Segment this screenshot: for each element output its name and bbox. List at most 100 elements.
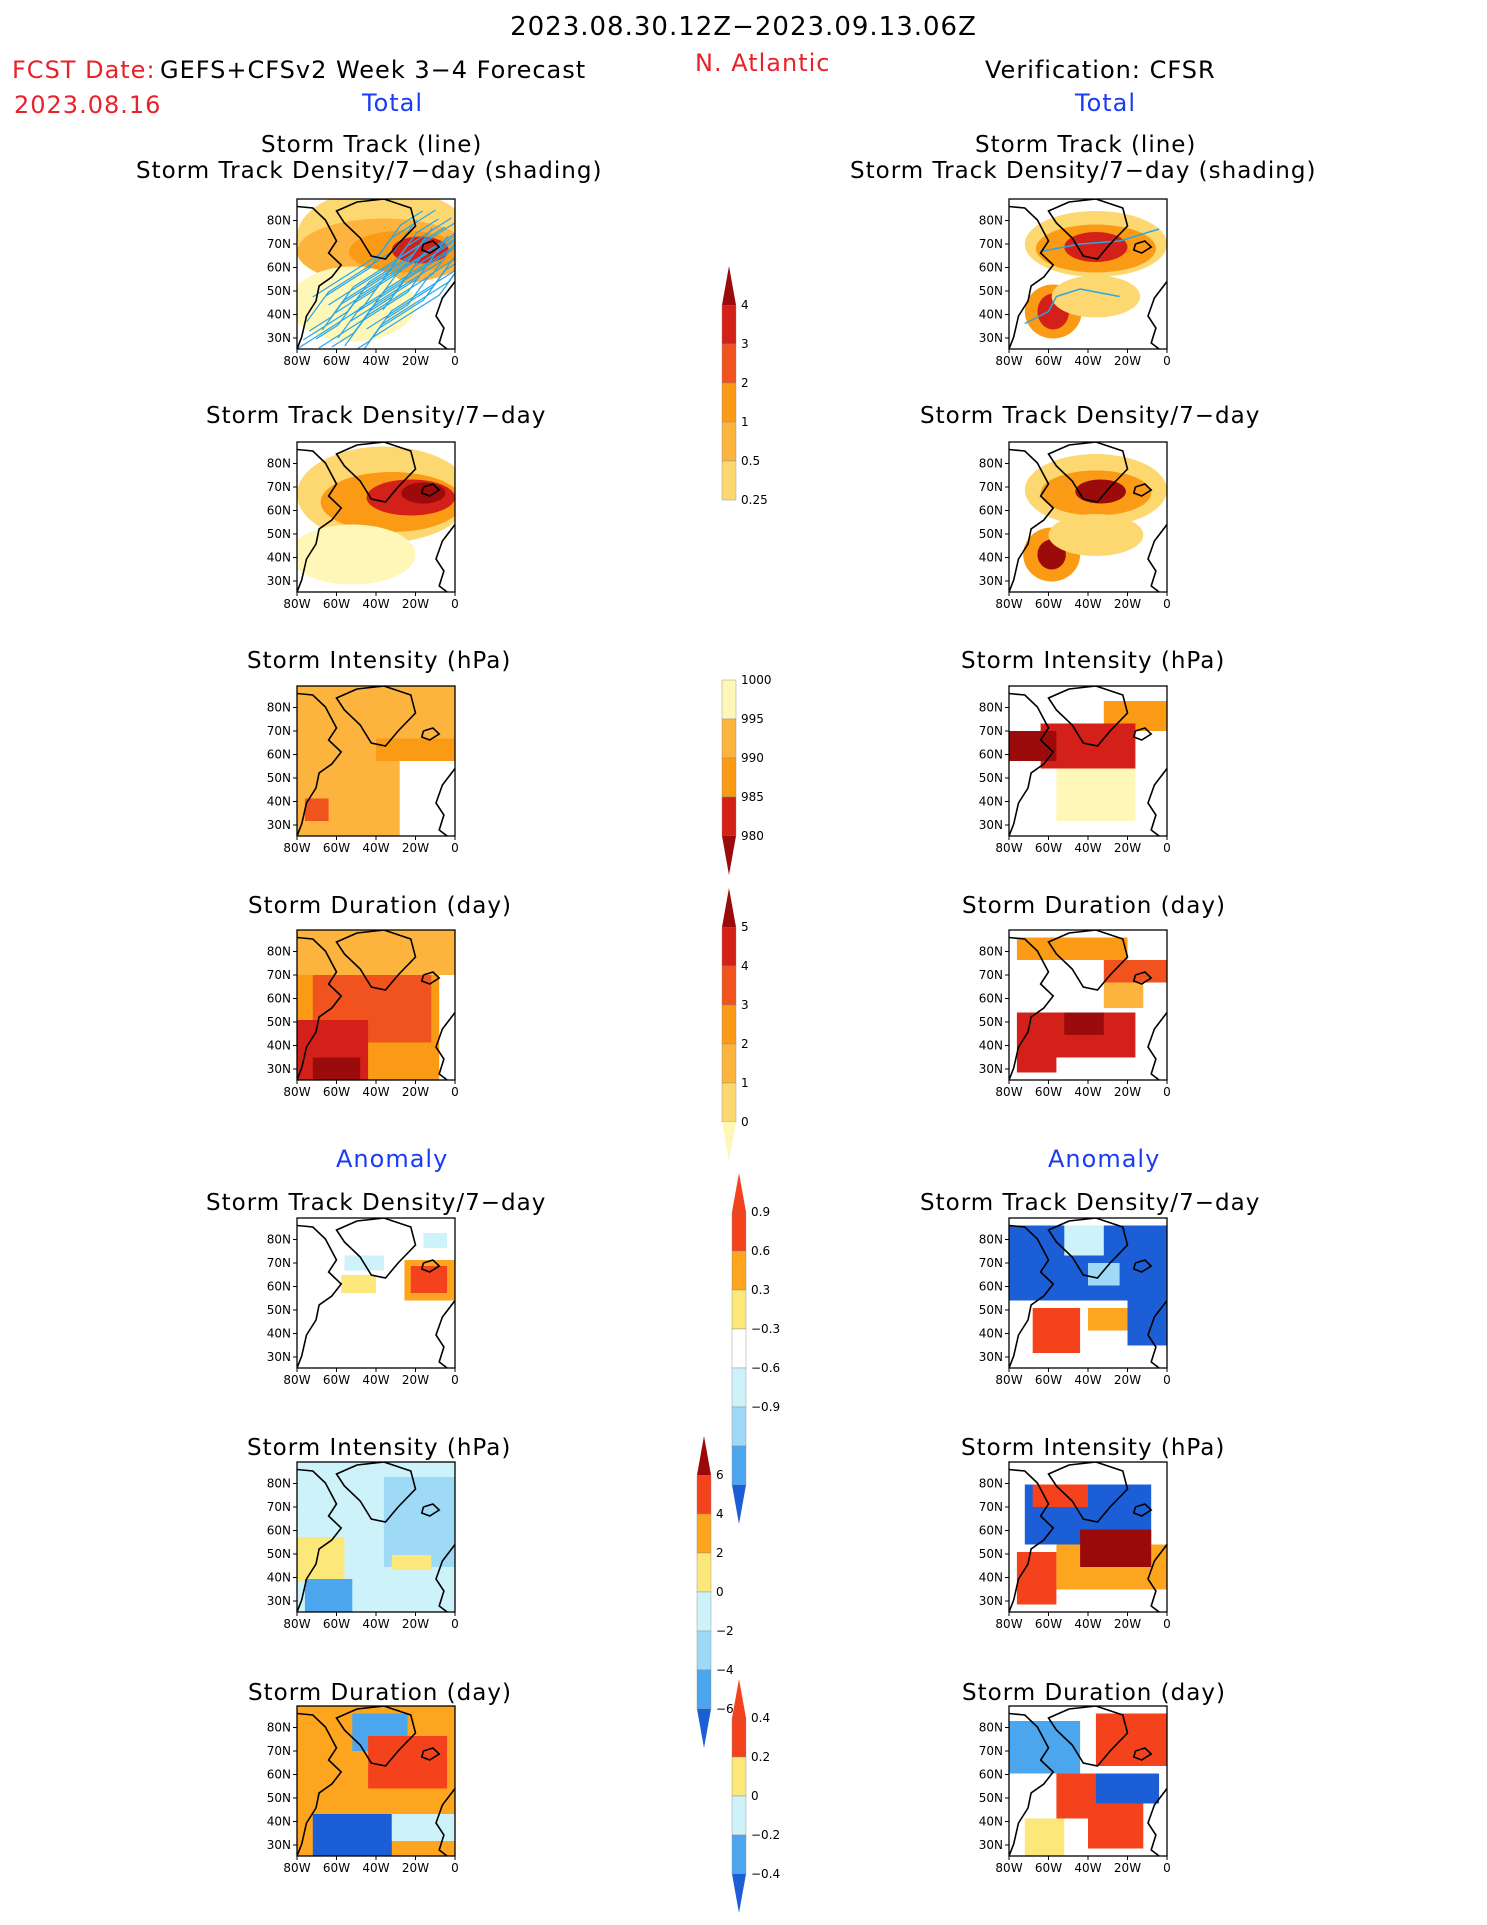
title-anom-intensity-right: Storm Intensity (hPa) xyxy=(961,1435,1226,1461)
map-duration-left: 30N 40N 50N 60N 70N 80N 80W 60W 40W 20W 0 xyxy=(267,929,459,1099)
colorbar-label: −2 xyxy=(716,1624,734,1638)
shaded-area xyxy=(297,524,416,585)
lat-tick-label: 50N xyxy=(267,527,291,541)
shaded-cell xyxy=(304,1579,353,1612)
lon-tick-label: 20W xyxy=(402,597,429,611)
colorbar-label: 0.5 xyxy=(741,454,760,468)
lat-tick-label: 50N xyxy=(979,1015,1003,1029)
lon-tick-label: 20W xyxy=(1114,1373,1141,1387)
coastline xyxy=(1147,1544,1167,1612)
shaded-area xyxy=(1051,275,1141,318)
lat-tick-label: 60N xyxy=(267,504,291,518)
colorbar-arrow-top xyxy=(697,1436,711,1475)
colorbar-arrow-bottom xyxy=(697,1709,711,1748)
lon-tick-label: 20W xyxy=(402,1861,429,1875)
map-intensity-left: 30N 40N 50N 60N 70N 80N 80W 60W 40W 20W 0 xyxy=(267,685,459,855)
map-duration-right: 30N 40N 50N 60N 70N 80N 80W 60W 40W 20W 0 xyxy=(979,929,1171,1099)
title-duration-left: Storm Duration (day) xyxy=(248,893,512,919)
lat-tick-label: 50N xyxy=(267,284,291,298)
lat-tick-label: 60N xyxy=(979,504,1003,518)
storm-track-line xyxy=(1024,288,1120,325)
map-content xyxy=(1009,930,1167,1080)
lat-tick-label: 70N xyxy=(267,724,291,738)
lon-tick-label: 80W xyxy=(283,1861,310,1875)
lat-tick-label: 80N xyxy=(979,945,1003,959)
coastline xyxy=(1009,205,1055,349)
shaded-cell xyxy=(297,753,400,836)
coastline xyxy=(1047,442,1129,503)
lon-tick-label: 0 xyxy=(1163,841,1171,855)
shaded-cell xyxy=(312,1814,392,1856)
lat-tick-label: 80N xyxy=(979,1721,1003,1735)
shaded-cell xyxy=(1095,1713,1167,1766)
lon-tick-label: 0 xyxy=(1163,1617,1171,1631)
lat-tick-label: 70N xyxy=(979,724,1003,738)
lon-tick-label: 60W xyxy=(1035,597,1062,611)
coastline xyxy=(420,483,441,497)
colorbar-duration: 5 4 3 2 1 0 xyxy=(721,888,749,1161)
shaded-area xyxy=(1075,479,1126,504)
lat-tick-label: 40N xyxy=(267,1039,291,1053)
colorbar-label: 3 xyxy=(741,998,749,1012)
coastline xyxy=(435,1788,455,1856)
coastline xyxy=(435,1300,455,1368)
lon-tick-label: 60W xyxy=(1035,1617,1062,1631)
map-anom-density-left: 30N 40N 50N 60N 70N 80N 80W 60W 40W 20W 0 xyxy=(267,1217,459,1387)
lon-tick-label: 80W xyxy=(283,1617,310,1631)
lon-tick-label: 40W xyxy=(362,1085,389,1099)
lat-tick-label: 50N xyxy=(979,527,1003,541)
colorbar-intensity: 1000 995 990 985 980 xyxy=(721,673,772,875)
lon-tick-label: 40W xyxy=(362,841,389,855)
lon-tick-label: 60W xyxy=(323,354,350,368)
coastline xyxy=(420,240,441,254)
lon-tick-label: 20W xyxy=(402,1373,429,1387)
shaded-cell xyxy=(423,1233,448,1248)
lat-tick-label: 60N xyxy=(267,1524,291,1538)
lat-tick-label: 50N xyxy=(267,771,291,785)
coastline xyxy=(335,1218,417,1279)
coastline xyxy=(335,199,417,260)
lon-tick-label: 80W xyxy=(283,1373,310,1387)
coastline xyxy=(1047,1218,1129,1279)
coastline xyxy=(1132,1503,1153,1517)
colorbar-arrow-bottom xyxy=(732,1485,746,1524)
map-content xyxy=(297,1706,455,1856)
map-anom-density-right: 30N 40N 50N 60N 70N 80N 80W 60W 40W 20W 0 xyxy=(979,1217,1171,1387)
coastline xyxy=(297,1224,343,1368)
lat-tick-label: 70N xyxy=(979,237,1003,251)
lon-tick-label: 20W xyxy=(1114,1617,1141,1631)
lat-tick-label: 50N xyxy=(979,1547,1003,1561)
coastline xyxy=(1047,930,1129,991)
title-anom-duration-right: Storm Duration (day) xyxy=(962,1680,1226,1706)
coastline xyxy=(1147,1300,1167,1368)
coastline xyxy=(1009,1712,1055,1856)
coastline xyxy=(1132,727,1153,741)
coastline xyxy=(420,1503,441,1517)
shaded-cell xyxy=(1016,1057,1057,1073)
colorbar-label: 2 xyxy=(716,1546,724,1560)
lon-tick-label: 40W xyxy=(1074,597,1101,611)
colorbar-label: 0.25 xyxy=(741,493,768,507)
lat-tick-label: 30N xyxy=(979,1062,1003,1076)
title-intensity-left: Storm Intensity (hPa) xyxy=(247,648,512,674)
lat-tick-label: 40N xyxy=(979,1327,1003,1341)
lon-tick-label: 40W xyxy=(1074,841,1101,855)
colorbar-cell xyxy=(731,1795,747,1836)
colorbar-cell xyxy=(721,1004,737,1045)
colorbar-cell xyxy=(731,1756,747,1797)
storm-track-line xyxy=(379,263,455,329)
colorbar-cell xyxy=(721,1082,737,1123)
verification-label: Verification: CFSR xyxy=(985,56,1216,84)
coastline xyxy=(335,1706,417,1767)
colorbar-label: 0 xyxy=(751,1789,759,1803)
lon-tick-label: 80W xyxy=(995,1617,1022,1631)
map-content xyxy=(297,930,455,1080)
coastline xyxy=(1132,240,1153,254)
lat-tick-label: 80N xyxy=(267,457,291,471)
storm-track-line xyxy=(344,243,455,347)
lon-tick-label: 80W xyxy=(995,841,1022,855)
map-density-left: 30N 40N 50N 60N 70N 80N 80W 60W 40W 20W 0 xyxy=(267,441,459,611)
colorbar-arrow-top xyxy=(732,1679,746,1718)
lat-tick-label: 40N xyxy=(267,1571,291,1585)
